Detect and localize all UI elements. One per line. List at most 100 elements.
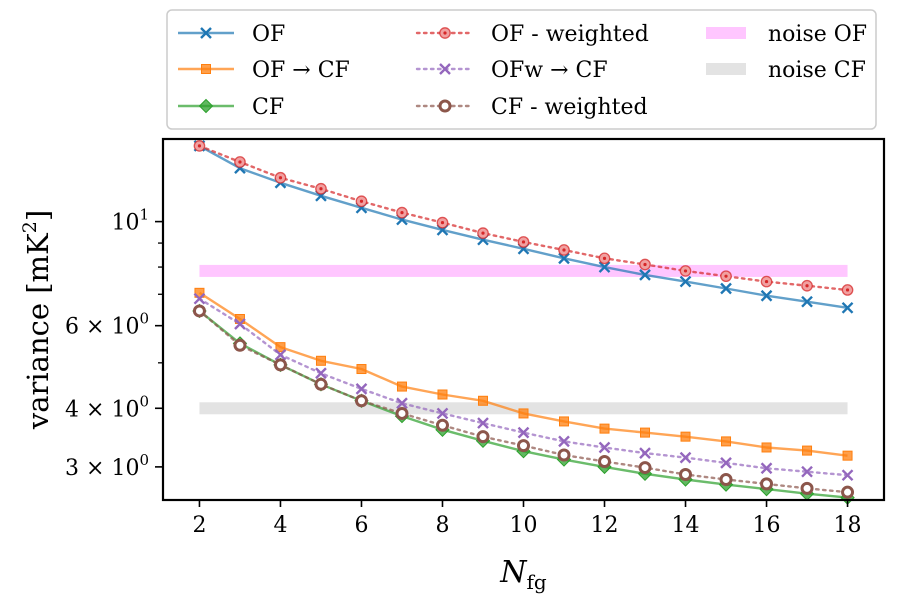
y-tick-label-3: 3 × 100	[65, 451, 149, 481]
legend-label-5: CF - weighted	[491, 95, 648, 120]
series-3-point-14-center	[764, 279, 769, 284]
series-3-point-6-center	[440, 221, 445, 225]
series-0-point-15	[801, 295, 813, 308]
y-tick-exp-0: 1	[139, 206, 149, 224]
series-4-point-16	[841, 469, 854, 482]
series-5-point-6	[435, 418, 449, 432]
series-4-point-8	[517, 426, 530, 439]
legend-label-1: OF → CF	[252, 58, 350, 83]
y-axis-label-main: variance [mK	[21, 232, 55, 430]
series-1-point-5	[396, 381, 407, 392]
y-axis-label: variance [mK2]	[19, 210, 55, 430]
series-3-point-3-center	[319, 187, 323, 191]
legend-marker-3-center	[443, 31, 447, 35]
series-5-point-16	[841, 485, 855, 499]
legend-label-6: noise OF	[768, 22, 867, 47]
series-0-point-14	[760, 289, 773, 302]
series-0	[193, 140, 854, 314]
series-4-point-11	[639, 447, 651, 459]
series-5-point-9	[557, 448, 571, 462]
y-tick-base-1: 10	[111, 315, 139, 340]
series-1-point-8	[518, 408, 529, 419]
series-1-point-7	[477, 395, 488, 406]
series-4	[193, 292, 854, 482]
series-3-point-2-center	[278, 176, 283, 180]
legend-entry-4: OFw → CF	[415, 58, 608, 83]
series-1-point-9	[559, 416, 570, 427]
series-1	[194, 287, 853, 461]
series-4-point-0	[193, 292, 206, 305]
series-0-point-9	[558, 252, 570, 265]
series-3-point-4-center	[359, 199, 364, 203]
series-5-point-3	[314, 377, 328, 391]
series-5-point-5	[395, 406, 409, 420]
legend-label-4: OFw → CF	[491, 58, 608, 83]
series-1-point-10	[599, 423, 610, 434]
series-line-4	[198, 297, 849, 477]
x-axis-label-main: N	[499, 555, 528, 590]
plot-area	[192, 140, 855, 505]
series-1-point-16	[842, 450, 853, 461]
series-0-point-13	[720, 282, 732, 295]
legend-label-2: CF	[252, 95, 284, 120]
legend-entry-7: noise CF	[706, 58, 866, 83]
legend-box	[166, 9, 877, 130]
series-5-point-1	[233, 338, 247, 352]
y-tick-base-0: 10	[111, 211, 139, 236]
y-tick-label-0: 101	[111, 206, 149, 236]
legend-marker-4	[439, 63, 451, 75]
series-0-point-12	[679, 275, 692, 288]
legend-swatch-6	[706, 27, 746, 39]
series-1-point-4	[356, 364, 367, 375]
x-tick-label-7: 16	[753, 513, 781, 538]
series-4-point-12	[679, 451, 692, 464]
series-line-5	[198, 309, 849, 494]
series-3	[193, 140, 854, 296]
series-5-point-11	[638, 461, 652, 475]
series-3-point-10-center	[602, 256, 607, 260]
series-3-point-11-center	[643, 262, 647, 267]
series-4-point-10	[598, 441, 611, 454]
series-5-point-14	[760, 477, 774, 491]
legend-marker-0	[200, 27, 212, 39]
legend-entry-1: OF → CF	[178, 58, 350, 83]
series-1-point-12	[680, 431, 691, 442]
series-line-0	[198, 144, 848, 309]
x-tick-label-4: 10	[510, 513, 538, 538]
x-tick-label-3: 8	[435, 513, 449, 538]
series-3-point-12-center	[683, 269, 688, 273]
series-1-point-14	[761, 442, 772, 453]
series-4-point-6	[436, 407, 449, 420]
series-5-point-15	[800, 481, 814, 495]
series-3-point-16-center	[845, 288, 850, 292]
y-tick-mult-2: 4 ×	[65, 397, 111, 422]
series-5-point-7	[476, 430, 490, 444]
series-4-point-1	[234, 318, 246, 330]
series-3-point-9-center	[562, 248, 566, 252]
series-5-point-12	[679, 468, 693, 482]
x-tick-label-8: 18	[834, 513, 862, 538]
series-5-point-10	[598, 455, 612, 469]
series-4-point-9	[558, 435, 570, 448]
y-tick-label-1: 6 × 100	[65, 310, 149, 340]
x-tick-label-6: 14	[672, 513, 700, 538]
series-3-point-1-center	[238, 160, 242, 164]
legend: OF OF → CF CF OF - weighted OFw → CF CF - wei…	[166, 9, 877, 130]
series-5-point-2	[273, 358, 287, 372]
x-tick-label-0: 2	[192, 513, 206, 538]
x-tick-label-5: 12	[591, 513, 619, 538]
y-tick-exp-1: 0	[139, 310, 149, 328]
legend-marker-5	[438, 99, 452, 113]
y-axis-label-close: ]	[21, 210, 55, 221]
legend-entry-5: CF - weighted	[415, 95, 648, 120]
series-5-point-8	[517, 439, 530, 453]
legend-marker-1	[201, 64, 211, 74]
y-tick-mult-1: 6 ×	[65, 315, 111, 340]
y-tick-exp-3: 0	[139, 451, 149, 469]
legend-entry-3: OF - weighted	[415, 22, 649, 47]
series-4-point-14	[760, 462, 773, 475]
legend-label-0: OF	[252, 22, 285, 47]
series-1-point-3	[315, 355, 326, 366]
